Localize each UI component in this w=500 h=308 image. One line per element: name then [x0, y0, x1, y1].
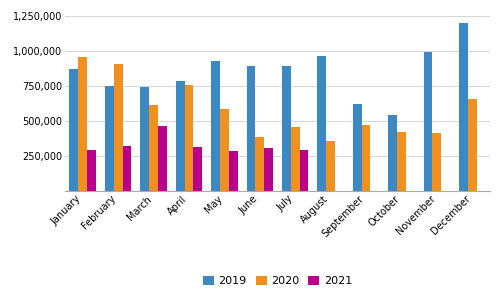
- Bar: [318, 56, 326, 191]
- Bar: [220, 109, 229, 191]
- Bar: [256, 137, 264, 191]
- Bar: [291, 128, 300, 191]
- Bar: [122, 146, 132, 191]
- Bar: [184, 85, 194, 191]
- Bar: [105, 86, 114, 191]
- Bar: [282, 66, 291, 191]
- Bar: [70, 69, 78, 191]
- Bar: [326, 141, 335, 191]
- Bar: [229, 151, 237, 191]
- Bar: [140, 87, 149, 191]
- Bar: [432, 133, 442, 191]
- Bar: [397, 132, 406, 191]
- Bar: [424, 52, 432, 191]
- Legend: 2019, 2020, 2021: 2019, 2020, 2021: [198, 271, 356, 291]
- Bar: [388, 115, 397, 191]
- Bar: [211, 61, 220, 191]
- Bar: [158, 126, 167, 191]
- Bar: [362, 124, 370, 191]
- Bar: [194, 147, 202, 191]
- Bar: [264, 148, 273, 191]
- Bar: [78, 57, 87, 191]
- Bar: [459, 23, 468, 191]
- Bar: [87, 150, 96, 191]
- Bar: [353, 103, 362, 191]
- Bar: [149, 105, 158, 191]
- Bar: [114, 64, 122, 191]
- Bar: [468, 99, 476, 191]
- Bar: [300, 150, 308, 191]
- Bar: [176, 81, 184, 191]
- Bar: [246, 66, 256, 191]
